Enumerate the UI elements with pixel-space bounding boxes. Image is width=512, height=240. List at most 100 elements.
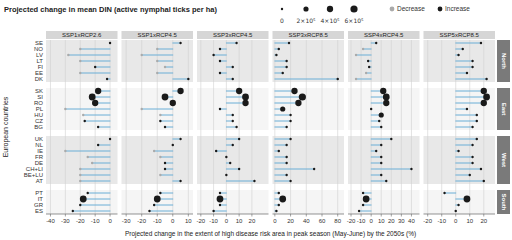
dot xyxy=(355,78,357,80)
x-tick-label: 0 xyxy=(171,218,175,224)
dot xyxy=(232,66,234,68)
dot xyxy=(469,174,471,176)
dot xyxy=(153,204,155,206)
dot xyxy=(156,72,158,74)
x-tick-label: 20 xyxy=(480,218,487,224)
dot xyxy=(280,106,285,111)
stem xyxy=(363,49,371,50)
x-tick-label: -20 xyxy=(196,218,205,224)
dot xyxy=(164,126,166,128)
x-tick xyxy=(239,214,240,217)
dot xyxy=(219,108,221,110)
group-label-box xyxy=(497,88,510,130)
stem xyxy=(445,193,456,194)
stem xyxy=(456,139,477,140)
dot xyxy=(236,88,242,94)
stem xyxy=(456,121,477,122)
group-label-box xyxy=(497,136,510,184)
stem xyxy=(160,157,172,158)
grid-line xyxy=(381,40,382,214)
x-tick-label: 10 xyxy=(466,218,473,224)
stem xyxy=(214,211,227,212)
panel: -30-20-10010SSP1xRCP4.5 xyxy=(122,31,194,224)
x-tick-label: 0 xyxy=(108,218,112,224)
dot xyxy=(159,174,161,176)
grid-line xyxy=(411,40,412,214)
stem xyxy=(149,211,172,212)
grid-line xyxy=(427,40,428,214)
grid-line xyxy=(361,40,362,214)
grid-line xyxy=(251,40,252,214)
stem xyxy=(456,127,473,128)
stem xyxy=(88,193,110,194)
group-band xyxy=(273,136,345,184)
dot xyxy=(79,48,81,50)
panel: -20-1001020SSP5xRCP8.5 xyxy=(423,31,495,224)
x-tick-label: -30 xyxy=(61,218,70,224)
panel-header xyxy=(273,31,345,39)
x-tick-label: 10 xyxy=(236,218,243,224)
stem xyxy=(371,169,411,170)
dot xyxy=(379,112,384,117)
stem xyxy=(173,79,189,80)
legend-label: Decrease xyxy=(397,5,425,12)
dot xyxy=(471,66,473,68)
stem xyxy=(371,145,381,146)
x-tick xyxy=(361,214,362,217)
stem xyxy=(80,175,110,176)
y-tick-label: BG xyxy=(34,124,43,130)
dot xyxy=(285,162,287,164)
dot xyxy=(79,72,81,74)
dot xyxy=(380,156,382,158)
grid-line xyxy=(188,40,189,214)
stem xyxy=(157,73,173,74)
stem xyxy=(160,121,172,122)
panel-header xyxy=(122,31,194,39)
stem xyxy=(275,163,287,164)
stem xyxy=(456,67,473,68)
stem xyxy=(456,163,473,164)
stem xyxy=(80,169,110,170)
dot xyxy=(375,150,377,152)
dot xyxy=(375,42,377,44)
stem xyxy=(275,139,291,140)
stem xyxy=(92,163,110,164)
group-label-box xyxy=(497,40,510,82)
dot xyxy=(410,168,412,170)
dot xyxy=(455,210,457,212)
dot xyxy=(219,204,221,206)
dot xyxy=(89,94,96,101)
stem xyxy=(226,127,236,128)
dot xyxy=(275,54,277,56)
stem xyxy=(154,151,173,152)
grid-line xyxy=(200,40,201,214)
x-tick xyxy=(126,214,127,217)
x-tick-label: 40 xyxy=(303,218,310,224)
marks xyxy=(141,42,190,212)
stem xyxy=(142,109,173,110)
group-label-box xyxy=(497,190,510,214)
stem xyxy=(80,205,110,206)
grid-line xyxy=(441,40,442,214)
dot xyxy=(156,48,158,50)
legend-swatch xyxy=(281,8,283,10)
dot xyxy=(242,100,248,106)
dot xyxy=(380,144,382,146)
group-band xyxy=(197,190,269,214)
dot xyxy=(148,210,150,212)
stem xyxy=(226,169,239,170)
x-tick-label: 80 xyxy=(334,218,341,224)
x-tick-label: 30 xyxy=(398,218,405,224)
stem xyxy=(356,55,371,56)
stem xyxy=(160,115,172,116)
stem xyxy=(371,127,381,128)
stem xyxy=(160,193,172,194)
x-tick xyxy=(95,214,96,217)
dot xyxy=(109,42,111,44)
dot xyxy=(481,100,487,106)
dot xyxy=(170,100,176,106)
x-tick xyxy=(274,214,275,217)
dot xyxy=(462,48,464,50)
stem xyxy=(275,121,291,122)
dot xyxy=(471,126,473,128)
